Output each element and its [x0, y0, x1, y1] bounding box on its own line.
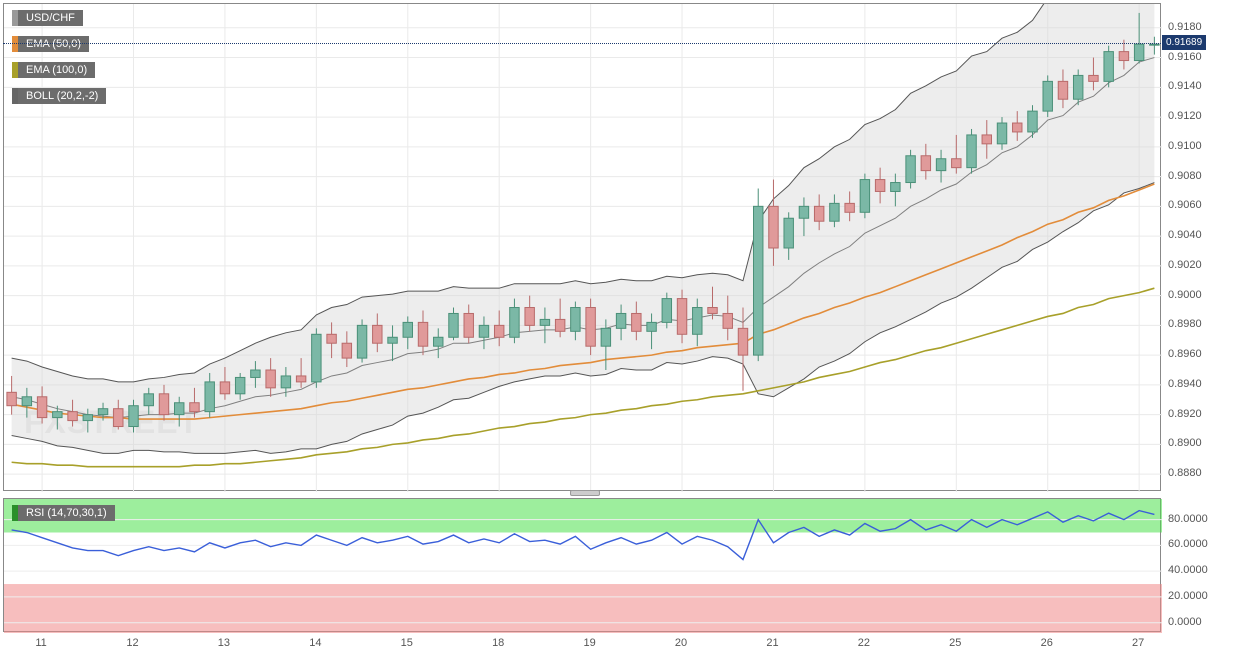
y-tick-label: 0.9160 [1168, 51, 1202, 63]
x-tick-label: 27 [1132, 637, 1144, 649]
rsi-y-tick-label: 80.0000 [1168, 513, 1208, 525]
y-tick-label: 0.9060 [1168, 199, 1202, 211]
rsi-panel[interactable]: RSI (14,70,30,1) [3, 498, 1161, 632]
y-tick-label: 0.9140 [1168, 80, 1202, 92]
ema100-badge[interactable]: EMA (100,0) [12, 62, 95, 78]
panel-divider-handle[interactable] [570, 490, 600, 496]
current-price-flag: 0.91689 [1162, 35, 1206, 50]
price-y-axis: 0.8880 0.8900 0.8920 0.8940 0.8960 0.8980 0.90… [1164, 3, 1236, 491]
x-tick-label: 13 [218, 637, 230, 649]
rsi-badge[interactable]: RSI (14,70,30,1) [12, 505, 115, 521]
x-tick-label: 18 [492, 637, 504, 649]
y-tick-label: 0.8960 [1168, 348, 1202, 360]
y-tick-label: 0.9000 [1168, 289, 1202, 301]
trading-chart-container: FXSTREET USD/CHF EMA (50,0) EMA (100,0) … [0, 0, 1239, 656]
y-tick-label: 0.8920 [1168, 408, 1202, 420]
rsi-y-tick-label: 20.0000 [1168, 590, 1208, 602]
y-tick-label: 0.8900 [1168, 437, 1202, 449]
x-tick-label: 15 [401, 637, 413, 649]
y-tick-label: 0.8940 [1168, 378, 1202, 390]
boll-badge[interactable]: BOLL (20,2,-2) [12, 88, 106, 104]
rsi-chart-svg [4, 499, 1162, 633]
x-tick-label: 22 [858, 637, 870, 649]
y-tick-label: 0.9180 [1168, 21, 1202, 33]
time-x-axis: 11 12 13 14 15 18 19 20 21 22 25 26 27 [3, 635, 1161, 655]
y-tick-label: 0.9100 [1168, 140, 1202, 152]
x-tick-label: 25 [949, 637, 961, 649]
x-tick-label: 21 [766, 637, 778, 649]
y-tick-label: 0.9120 [1168, 110, 1202, 122]
symbol-badge[interactable]: USD/CHF [12, 10, 83, 26]
rsi-y-tick-label: 40.0000 [1168, 564, 1208, 576]
y-tick-label: 0.9020 [1168, 259, 1202, 271]
y-tick-label: 0.9040 [1168, 229, 1202, 241]
current-price-line [3, 43, 1161, 44]
price-chart-svg [4, 4, 1162, 492]
rsi-y-tick-label: 60.0000 [1168, 538, 1208, 550]
rsi-y-tick-label: 0.0000 [1168, 616, 1202, 628]
x-tick-label: 26 [1041, 637, 1053, 649]
price-chart-panel[interactable]: FXSTREET USD/CHF EMA (50,0) EMA (100,0) … [3, 3, 1161, 491]
x-tick-label: 20 [675, 637, 687, 649]
x-tick-label: 11 [35, 637, 46, 649]
x-tick-label: 19 [583, 637, 595, 649]
x-tick-label: 14 [309, 637, 321, 649]
x-tick-label: 12 [126, 637, 138, 649]
y-tick-label: 0.8980 [1168, 318, 1202, 330]
y-tick-label: 0.8880 [1168, 467, 1202, 479]
rsi-y-axis: 0.0000 20.0000 40.0000 60.0000 80.0000 [1164, 498, 1236, 632]
y-tick-label: 0.9080 [1168, 170, 1202, 182]
